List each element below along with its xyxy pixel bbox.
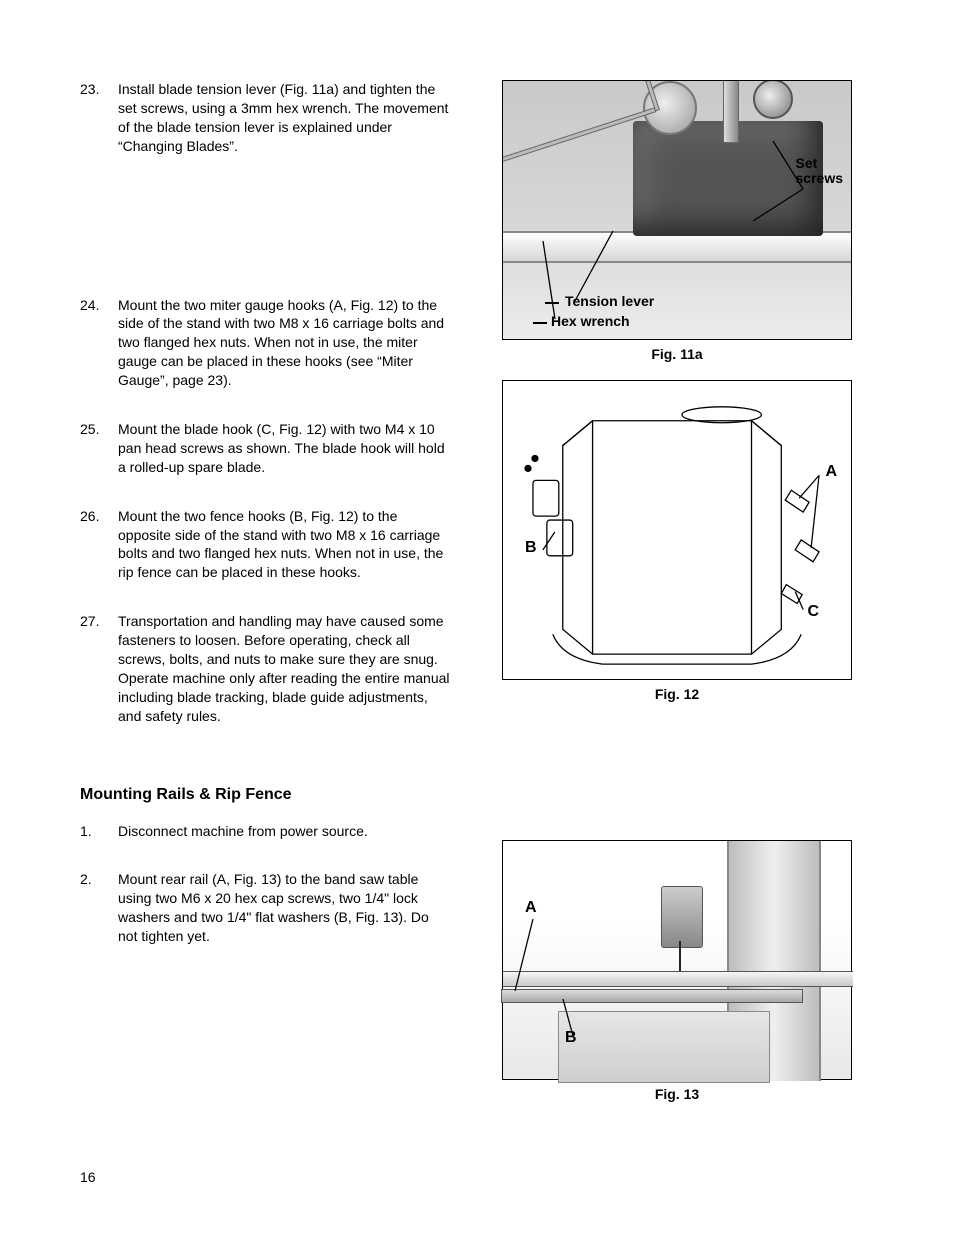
figure-11a: Setscrews Tension lever Hex wrench [502,80,852,340]
instruction-number: 25. [80,420,118,477]
instruction-number: 1. [80,822,118,841]
stand-drawing-icon [503,381,851,679]
leader-lines-icon [503,81,851,339]
label-tension-lever: Tension lever [565,293,654,309]
instruction-text: Mount rear rail (A, Fig. 13) to the band… [118,870,450,946]
instruction-text: Mount the two fence hooks (B, Fig. 12) t… [118,507,450,583]
instruction-item: 23. Install blade tension lever (Fig. 11… [80,80,450,156]
label-text: Setscrews [796,155,843,186]
instruction-text: Install blade tension lever (Fig. 11a) a… [118,80,450,156]
instruction-list-section2: 1. Disconnect machine from power source.… [80,822,450,946]
instruction-text: Transportation and handling may have cau… [118,612,450,725]
instruction-item: 2. Mount rear rail (A, Fig. 13) to the b… [80,870,450,946]
instruction-list-continued: 23. Install blade tension lever (Fig. 11… [80,80,450,726]
label-hex-wrench: Hex wrench [551,313,630,329]
instruction-text: Mount the two miter gauge hooks (A, Fig.… [118,296,450,390]
instruction-number: 26. [80,507,118,583]
section-heading: Mounting Rails & Rip Fence [80,786,450,804]
figure-caption: Fig. 12 [655,686,699,702]
instruction-item: 26. Mount the two fence hooks (B, Fig. 1… [80,507,450,583]
instruction-number: 24. [80,296,118,390]
instruction-item: 1. Disconnect machine from power source. [80,822,450,841]
figure-12: A B C [502,380,852,680]
figure-caption: Fig. 13 [655,1086,699,1102]
right-column: Setscrews Tension lever Hex wrench Fig. … [480,80,874,1120]
label-set-screws: Setscrews [796,156,843,187]
page-number: 16 [80,1169,96,1185]
label-A: A [525,899,537,917]
label-A: A [825,463,837,481]
instruction-number: 2. [80,870,118,946]
figure-13: A B [502,840,852,1080]
instruction-item: 25. Mount the blade hook (C, Fig. 12) wi… [80,420,450,477]
leader-lines-icon [503,841,851,1079]
label-B: B [525,539,537,557]
two-column-layout: 23. Install blade tension lever (Fig. 11… [80,80,874,1120]
manual-page: 23. Install blade tension lever (Fig. 11… [0,0,954,1235]
instruction-number: 23. [80,80,118,156]
figure-caption: Fig. 11a [651,346,702,362]
left-column: 23. Install blade tension lever (Fig. 11… [80,80,450,1120]
label-C: C [807,603,819,621]
instruction-number: 27. [80,612,118,725]
instruction-item: 27. Transportation and handling may have… [80,612,450,725]
instruction-item: 24. Mount the two miter gauge hooks (A, … [80,296,450,390]
instruction-text: Mount the blade hook (C, Fig. 12) with t… [118,420,450,477]
label-B: B [565,1029,577,1047]
instruction-text: Disconnect machine from power source. [118,822,450,841]
